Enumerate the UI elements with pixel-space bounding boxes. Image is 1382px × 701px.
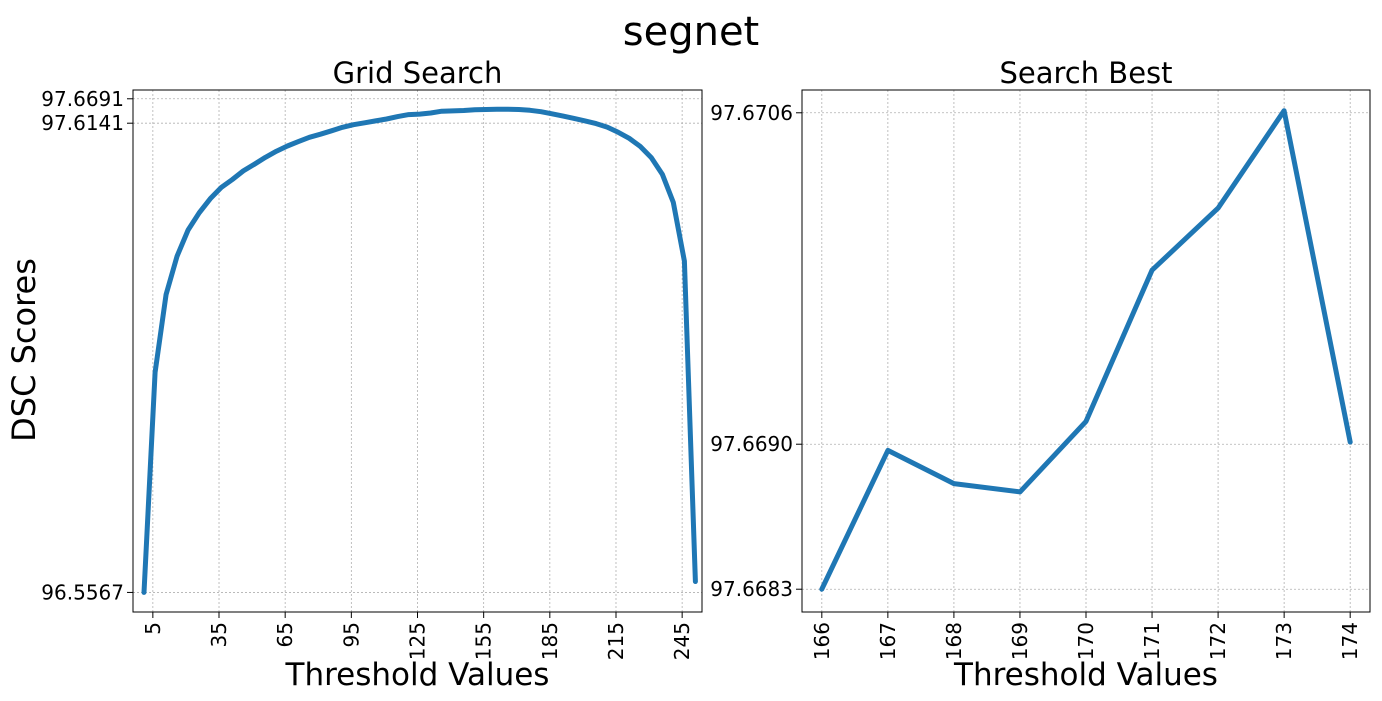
chart-1-y-tick-label-0: 97.6683	[710, 577, 793, 601]
chart-1-x-tick-label-0: 166	[810, 622, 834, 660]
chart-0-grid	[133, 90, 702, 612]
chart-1-x-axis-label: Threshold Values	[953, 657, 1218, 693]
chart-1-x-tick-label-2: 168	[942, 622, 966, 660]
figure-title: segnet	[623, 9, 759, 55]
chart-1-x-tick-label-3: 169	[1008, 622, 1032, 660]
chart-0-title: Grid Search	[333, 56, 503, 90]
grid-search-chart: Grid Search 5 35 65 95 125 155 185 215 245 96.5567…	[41, 56, 703, 693]
chart-0-x-tick-label-4: 125	[406, 622, 430, 660]
chart-0-x-tick-label-8: 245	[670, 622, 694, 660]
chart-1-x-tick-label-7: 173	[1272, 622, 1296, 660]
chart-1-x-tick-label-1: 167	[876, 622, 900, 660]
chart-1-x-tick-label-8: 174	[1338, 622, 1362, 660]
chart-0-x-tick-label-0: 5	[141, 622, 165, 635]
chart-0-y-tick-label-2: 97.6691	[41, 87, 124, 111]
chart-1-y-tick-label-2: 97.6706	[710, 101, 793, 125]
chart-0-x-tick-label-7: 215	[604, 622, 628, 660]
chart-0-x-tick-label-6: 185	[538, 622, 562, 660]
y-axis-label: DSC Scores	[5, 258, 43, 442]
chart-1-x-tick-label-4: 170	[1074, 622, 1098, 660]
chart-0-x-tick-label-5: 155	[472, 622, 496, 660]
chart-0-y-tick-label-0: 96.5567	[41, 580, 124, 604]
chart-1-title: Search Best	[999, 56, 1172, 90]
chart-1-grid	[802, 90, 1370, 612]
search-best-chart: Search Best 166 167 168 169 170 171 172 173 174 97…	[710, 56, 1371, 693]
chart-1-x-tick-label-6: 172	[1206, 622, 1230, 660]
chart-0-x-tick-label-3: 95	[339, 622, 363, 647]
chart-1-series-line-0	[819, 108, 1353, 592]
chart-1-x-tick-label-5: 171	[1140, 622, 1164, 660]
chart-0-x-axis-label: Threshold Values	[285, 657, 550, 693]
chart-0-x-tick-label-2: 65	[273, 622, 297, 647]
chart-0-x-tick-label-1: 35	[207, 622, 231, 647]
chart-0-y-tick-label-1: 97.6141	[41, 111, 124, 135]
chart-0-series-line-0	[141, 106, 698, 595]
chart-1-y-tick-label-1: 97.6690	[710, 432, 793, 456]
